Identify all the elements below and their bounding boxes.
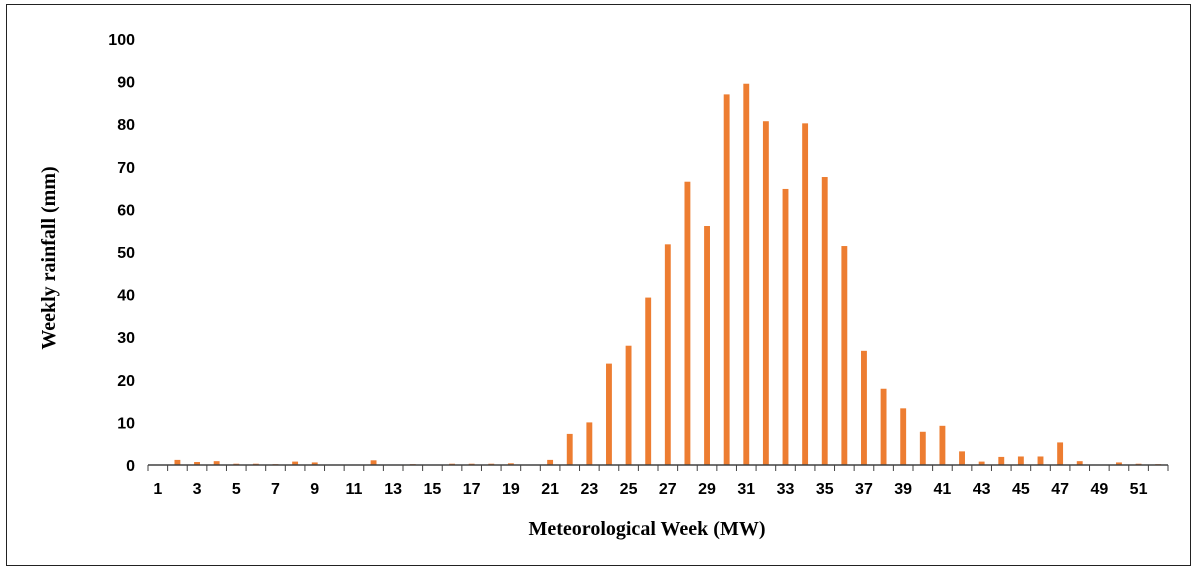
y-tick-label: 80 [117,117,135,134]
y-tick-label: 40 [117,288,135,305]
y-tick-label: 100 [108,32,135,49]
bar [978,461,985,465]
bar [174,459,181,465]
y-axis-title: Weekly rainfall (mm) [38,166,60,349]
x-tick-label: 3 [193,481,202,498]
bar [1057,442,1064,465]
bar [213,461,220,465]
bar [625,345,632,465]
bar [782,188,789,465]
x-axis-title: Meteorological Week (MW) [529,518,766,540]
bar [919,431,926,465]
x-tick-label: 31 [737,481,755,498]
bar [959,451,965,465]
x-tick-label: 29 [698,481,716,498]
x-tick-label: 1 [153,481,162,498]
x-tick-label: 51 [1130,481,1148,498]
bar [1076,461,1083,465]
chart-frame: 0 10 20 30 40 50 60 70 80 90 100 1 3 5 7 9 11 13 15 17 19 21… [6,4,1191,566]
bar [998,456,1005,465]
bar [292,461,299,465]
y-tick-label: 30 [117,330,135,347]
bar [821,177,828,465]
x-tick-label: 17 [463,481,481,498]
y-tick-label: 70 [117,160,135,177]
bar [664,244,671,465]
x-tick-label: 19 [502,481,520,498]
x-tick-label: 21 [541,481,559,498]
y-tick-label: 50 [117,245,135,262]
y-tick-label: 0 [126,458,135,475]
bar [723,94,730,465]
bar [645,297,652,465]
y-tick-label: 20 [117,373,135,390]
bar [684,181,691,465]
bar [802,123,809,465]
x-tick-label: 43 [973,481,991,498]
bar [547,459,554,465]
y-tick-label: 60 [117,202,135,219]
x-tick-label: 7 [271,481,280,498]
x-tick-label: 13 [384,481,402,498]
bar [311,462,318,465]
bar [606,363,612,465]
bar [370,460,377,465]
bar [939,425,946,465]
x-tick-label: 15 [424,481,442,498]
bar [880,388,887,465]
bar [566,433,573,465]
x-tick-label: 27 [659,481,677,498]
bar [1017,456,1024,465]
bar [586,422,593,465]
bar [841,246,848,465]
bar [1116,462,1122,465]
x-tick-label: 23 [580,481,598,498]
bar [1037,456,1044,465]
x-tick-label: 11 [345,481,362,498]
x-tick-label: 49 [1090,481,1108,498]
x-tick-label: 5 [232,481,241,498]
bar [861,350,867,465]
bars [174,83,1162,465]
bar [704,226,710,465]
x-tick-label: 33 [777,481,795,498]
bar [900,408,907,465]
x-tick-label: 25 [620,481,638,498]
bar [194,462,200,465]
x-tick-label: 9 [310,481,319,498]
bar [507,463,514,465]
y-tick-label: 10 [117,415,135,432]
x-tick-label: 47 [1051,481,1069,498]
x-tick-label: 41 [934,481,952,498]
x-tick-label: 37 [855,481,873,498]
x-tick-label: 39 [894,481,912,498]
x-tick-label: 35 [816,481,834,498]
bar [762,121,769,465]
y-tick-label: 90 [117,75,135,92]
x-tick-label: 45 [1012,481,1030,498]
x-axis-ticks: 1 3 5 7 9 11 13 15 17 19 21 23 25 27 29 31 33 35 37 39 41 43 4… [147,465,1169,498]
y-axis-ticks: 0 10 20 30 40 50 60 70 80 90 100 [108,32,135,475]
bar [743,83,750,465]
